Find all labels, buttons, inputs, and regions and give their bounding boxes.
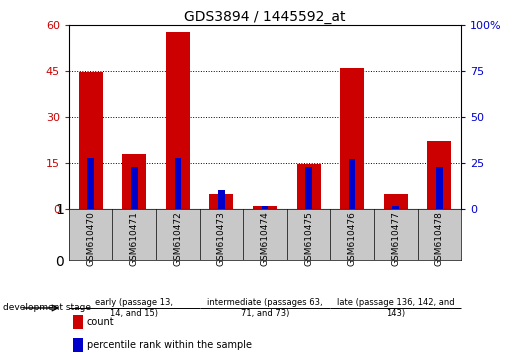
Text: GSM610474: GSM610474	[261, 211, 269, 266]
Title: GDS3894 / 1445592_at: GDS3894 / 1445592_at	[184, 10, 346, 24]
Text: GSM610478: GSM610478	[435, 211, 444, 266]
Bar	[253, 206, 277, 209]
Bar	[122, 154, 146, 209]
Text: GSM610476: GSM610476	[348, 211, 357, 266]
Bar	[73, 338, 83, 352]
Text: GSM610472: GSM610472	[173, 211, 182, 266]
Bar	[87, 158, 94, 209]
Bar	[392, 206, 399, 209]
Bar	[209, 194, 233, 209]
Bar	[166, 33, 190, 209]
Bar	[79, 72, 103, 209]
Text: early (passage 13,
14, and 15): early (passage 13, 14, and 15)	[95, 298, 173, 318]
Bar	[131, 167, 138, 209]
Bar	[384, 194, 408, 209]
Bar	[305, 167, 312, 209]
Bar	[73, 315, 83, 329]
Text: GSM610473: GSM610473	[217, 211, 226, 266]
Text: development stage: development stage	[4, 303, 92, 313]
Text: GSM610470: GSM610470	[86, 211, 95, 266]
Bar	[218, 190, 225, 209]
Text: GSM610475: GSM610475	[304, 211, 313, 266]
Bar	[340, 68, 364, 209]
Text: percentile rank within the sample: percentile rank within the sample	[86, 340, 252, 350]
Text: GSM610477: GSM610477	[391, 211, 400, 266]
Bar	[349, 159, 356, 209]
Bar	[262, 206, 268, 209]
Bar	[174, 158, 181, 209]
Bar	[436, 166, 443, 209]
Bar	[427, 141, 452, 209]
Text: late (passage 136, 142, and
143): late (passage 136, 142, and 143)	[337, 298, 455, 318]
Text: count: count	[86, 317, 114, 327]
Bar	[297, 164, 321, 209]
Text: intermediate (passages 63,
71, and 73): intermediate (passages 63, 71, and 73)	[207, 298, 323, 318]
Text: GSM610471: GSM610471	[130, 211, 139, 266]
